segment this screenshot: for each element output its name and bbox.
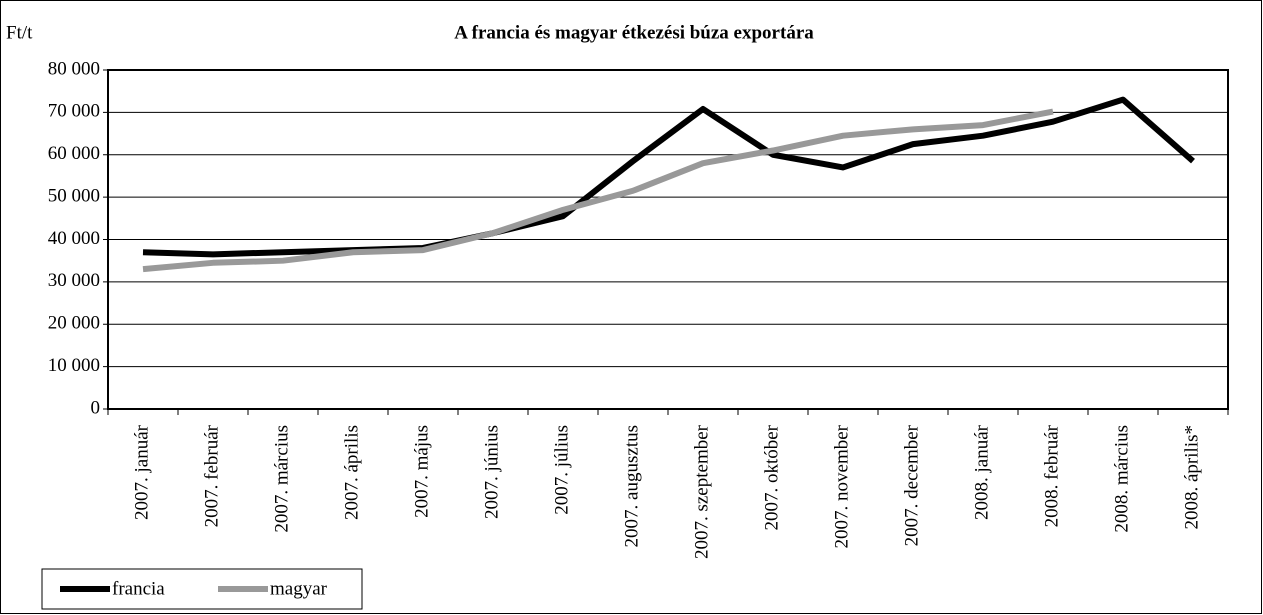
y-tick-label: 0 [91,397,101,418]
x-tick-label: 2008. március [1111,425,1132,533]
y-tick-label: 70 000 [48,101,100,122]
y-tick-label: 60 000 [48,143,100,164]
x-tick-label: 2008. január [971,424,992,520]
y-tick-label: 50 000 [48,185,100,206]
x-tick-label: 2007. augusztus [621,425,642,547]
x-tick-label: 2008. február [1041,424,1062,527]
x-tick-label: 2007. szeptember [691,424,712,559]
x-tick-label: 2008. április* [1181,425,1202,530]
x-tick-label: 2007. január [131,424,152,520]
y-tick-label: 40 000 [48,228,100,249]
legend-label: magyar [270,578,328,599]
y-tick-label: 80 000 [48,58,100,79]
y-tick-label: 20 000 [48,313,100,334]
x-tick-label: 2007. november [831,424,852,548]
y-tick-label: 10 000 [48,355,100,376]
y-tick-label: 30 000 [48,270,100,291]
x-tick-label: 2007. május [411,425,432,518]
x-tick-label: 2007. október [761,424,782,530]
x-tick-label: 2007. február [201,424,222,527]
x-tick-label: 2007. június [481,425,502,519]
chart-title: A francia és magyar étkezési búza export… [454,22,814,43]
series-line [142,108,1054,273]
x-tick-label: 2007. december [901,424,922,546]
x-tick-label: 2007. március [271,425,292,533]
legend-label: francia [112,578,165,599]
y-axis-label: Ft/t [6,22,33,43]
series-line [142,96,1195,258]
x-tick-label: 2007. április [341,425,362,520]
x-tick-label: 2007. július [551,425,572,515]
